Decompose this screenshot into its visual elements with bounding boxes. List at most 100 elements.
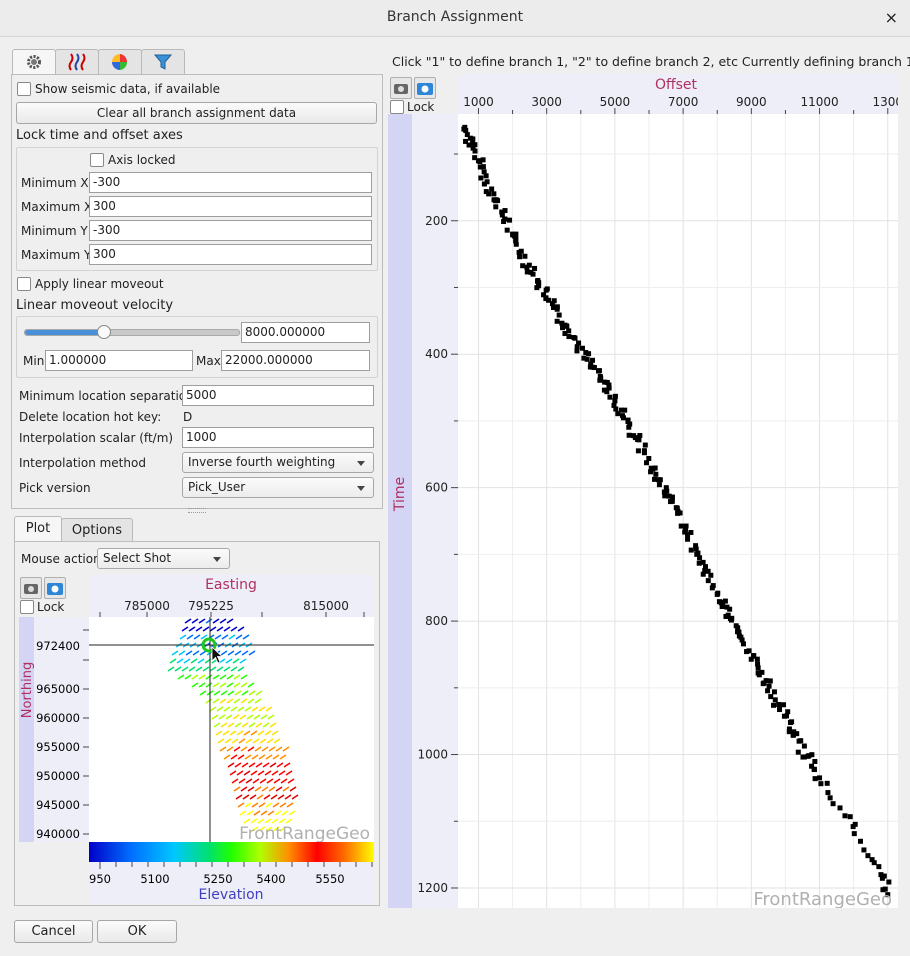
map-lock-checkbox[interactable] [20,600,34,614]
pick-point [818,781,824,787]
min-location-separation-input[interactable]: 5000 [182,385,374,406]
pick-point [767,678,773,684]
shot-point [254,786,262,792]
pick-point [590,357,596,363]
pick-point [499,209,505,215]
lmo-velocity-slider[interactable] [24,325,240,339]
shot-point [176,658,184,664]
shot-point [177,674,185,680]
pick-point [755,665,761,671]
mouse-action-select[interactable]: Select Shot [97,548,230,569]
pick-point [809,763,815,769]
shot-point [272,754,280,760]
pick-point [693,546,699,552]
pick-version-select[interactable]: Pick_User [182,477,374,498]
pick-point [604,379,610,385]
shot-point [239,714,247,720]
slider-handle[interactable] [96,325,111,339]
tab-plot[interactable]: Plot [14,516,62,543]
max-x-input[interactable]: 300 [89,196,372,217]
shot-point [218,714,226,720]
shot-point [291,794,299,800]
apply-lmo-checkbox[interactable] [17,277,31,291]
pick-point [700,571,706,577]
show-seismic-checkbox[interactable] [17,82,31,96]
shot-point [209,626,217,632]
shot-point [235,634,243,640]
shot-point [247,682,255,688]
ok-button[interactable]: OK [97,920,177,943]
tab-seismic[interactable] [55,49,99,74]
plot-lock-checkbox[interactable] [390,100,404,114]
pick-point [768,694,774,700]
lmo-velocity-input[interactable]: 8000.000000 [241,322,370,343]
shot-point [255,722,263,728]
interp-method-select[interactable]: Inverse fourth weighting [182,452,374,473]
pick-point [613,406,619,412]
shot-point [216,666,224,672]
max-velocity-input[interactable]: 22000.000000 [221,350,370,371]
pick-point [604,389,610,395]
shot-point [241,722,249,728]
pick-point [463,138,469,144]
pick-point [724,604,730,610]
pick-point [532,265,538,271]
splitter-handle[interactable] [188,508,206,513]
pick-point [586,351,592,357]
pick-point [798,738,804,744]
shot-point [212,674,220,680]
shot-point [243,770,251,776]
min-velocity-input[interactable]: 1.000000 [45,350,193,371]
min-x-input[interactable]: -300 [89,172,372,193]
cancel-button[interactable]: Cancel [14,920,93,943]
map-x-tick: 815000 [303,599,349,613]
filter-icon [153,54,173,70]
shot-point [246,714,254,720]
shot-point [265,706,273,712]
camera-button[interactable] [20,577,42,599]
pick-point [472,142,478,148]
mouse-action-value: Select Shot [103,551,172,565]
shot-point [242,634,250,640]
shot-point [254,746,262,752]
pick-version-value: Pick_User [188,480,246,494]
shot-point [271,818,279,824]
pick-point [728,617,734,623]
pick-point [579,345,585,351]
shot-point [267,714,275,720]
pick-point [886,879,892,885]
offset-time-plot[interactable]: Offset 1000 3000 5000 7000 9000 11000 1300 200… [388,74,898,908]
pick-point [588,361,594,367]
shot-point [221,634,229,640]
snapshot-button[interactable] [44,577,66,599]
pick-point [852,821,858,827]
close-icon[interactable]: × [884,8,898,27]
shot-point [243,818,251,824]
tab-colors[interactable] [98,49,142,74]
plot-snapshot-button[interactable] [414,77,436,99]
max-y-input[interactable]: 300 [89,244,372,265]
tab-options[interactable]: Options [61,518,133,543]
shot-point [219,698,227,704]
shot-point [214,634,222,640]
pick-point [662,493,668,499]
plot-camera-button[interactable] [390,77,412,99]
camera-icon [24,584,38,594]
shot-point [250,770,258,776]
pick-point [772,697,778,703]
clear-branch-data-button[interactable]: Clear all branch assignment data [16,102,377,124]
tab-filter[interactable] [141,49,185,74]
pick-point [776,701,782,707]
axis-locked-checkbox[interactable] [90,153,104,167]
pick-version-label: Pick version [19,481,91,495]
min-y-input[interactable]: -300 [89,220,372,241]
interp-scalar-input[interactable]: 1000 [182,427,374,448]
shot-point [234,690,242,696]
shot-point [237,706,245,712]
pick-point [480,157,486,163]
shot-point [232,658,240,664]
pick-point [847,814,853,820]
shot-point [265,826,273,832]
shot-point [244,754,252,760]
